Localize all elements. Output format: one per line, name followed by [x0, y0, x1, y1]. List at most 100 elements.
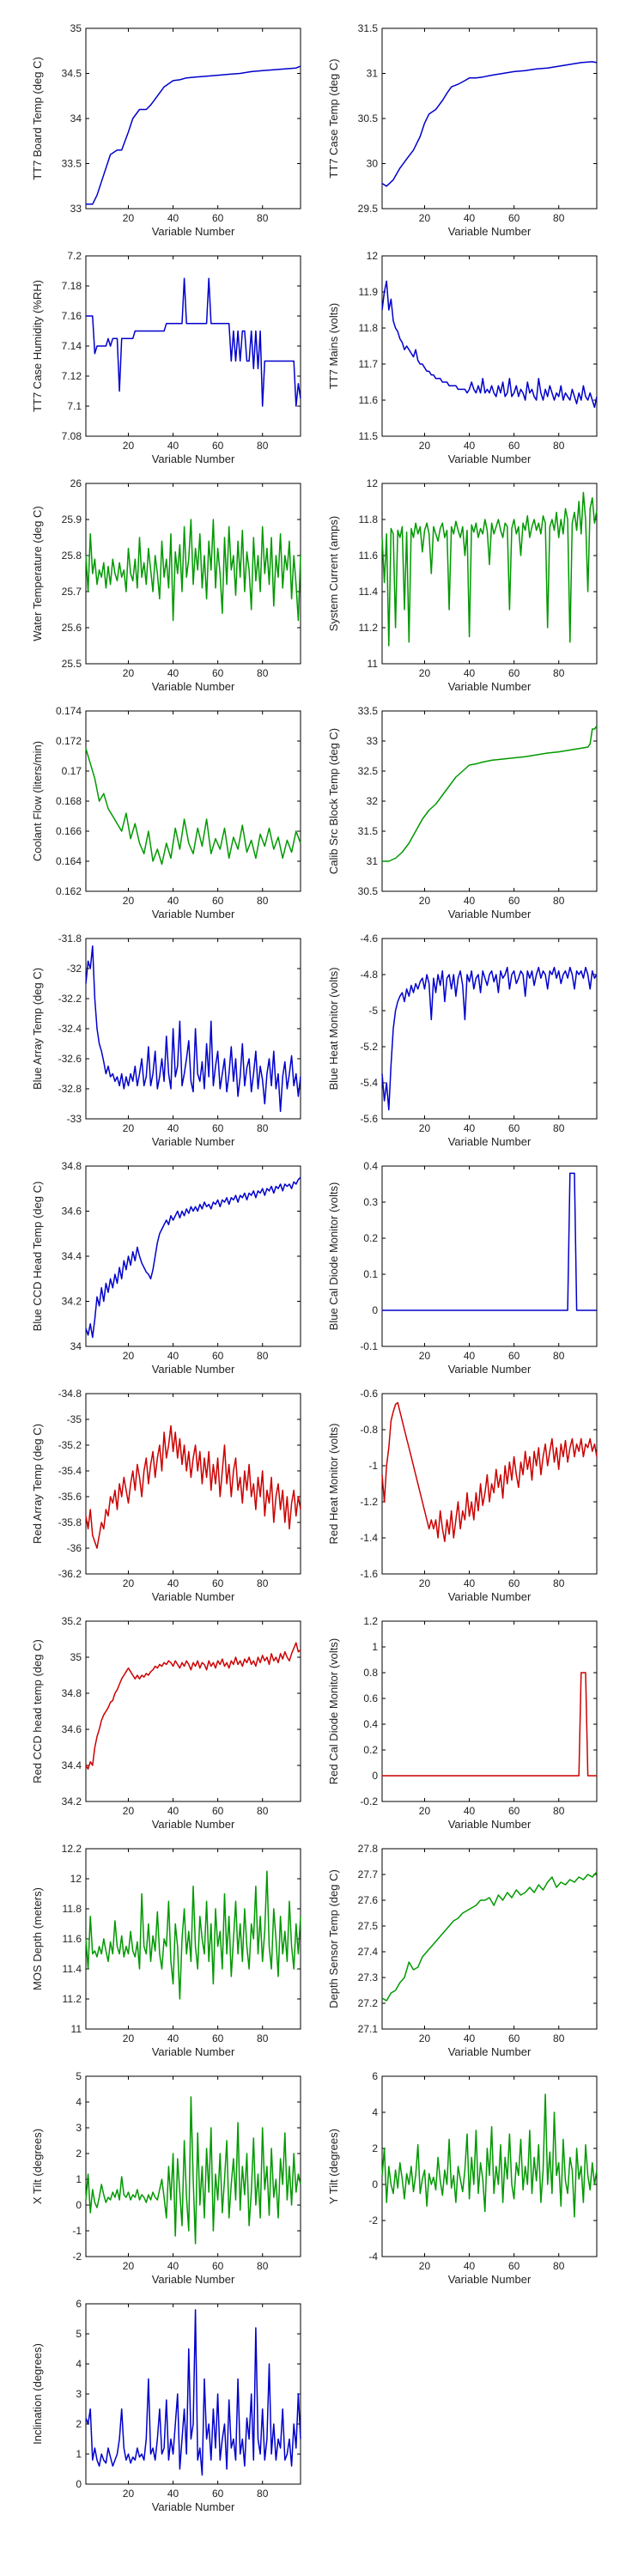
y-tick-label: 0.166 — [56, 825, 82, 837]
series-line — [85, 945, 301, 1113]
x-tick-label: 20 — [123, 212, 135, 224]
y-tick-label: 30.5 — [358, 885, 379, 897]
x-tick-label: 60 — [508, 667, 520, 679]
x-tick-label: 80 — [257, 440, 269, 452]
x-axis-label: Variable Number — [152, 1363, 235, 1376]
y-tick-label: 33.5 — [358, 705, 379, 717]
x-tick-label: 80 — [257, 2488, 269, 2500]
y-tick-label: 12 — [70, 1873, 82, 1885]
y-tick-label: -4.8 — [360, 969, 378, 981]
y-tick-label: 12 — [367, 250, 379, 262]
x-tick-label: 20 — [419, 1577, 431, 1589]
y-axis-label: Coolant Flow (liters/min) — [31, 741, 44, 861]
y-axis-label: Blue Cal Diode Monitor (volts) — [327, 1182, 340, 1331]
plot-frame — [85, 1393, 301, 1575]
plot-frame — [381, 1848, 598, 2030]
x-tick-label: 20 — [123, 1122, 135, 1134]
y-tick-label: 11.5 — [359, 430, 379, 442]
x-tick-label: 80 — [553, 895, 565, 907]
y-tick-label: 11.4 — [63, 1963, 82, 1975]
x-axis-label: Variable Number — [152, 908, 235, 920]
plot-frame — [85, 27, 301, 210]
y-tick-label: 26 — [70, 477, 82, 489]
x-tick-label: 40 — [464, 1805, 476, 1817]
plot-frame — [381, 27, 598, 210]
y-tick-label: 34.2 — [62, 1296, 82, 1308]
y-tick-label: 27.7 — [358, 1868, 379, 1880]
y-tick-label: -36.2 — [58, 1568, 82, 1580]
x-tick-label: 40 — [464, 2260, 476, 2272]
y-tick-label: 32 — [367, 795, 379, 807]
x-tick-label: 20 — [419, 1805, 431, 1817]
y-axis-label: Blue Array Temp (deg C) — [31, 968, 44, 1090]
x-tick-label: 80 — [257, 1350, 269, 1362]
plot-frame — [381, 1165, 598, 1347]
x-tick-label: 20 — [419, 2260, 431, 2272]
x-tick-label: 80 — [553, 1577, 565, 1589]
y-tick-label: -32.4 — [58, 1023, 82, 1035]
y-tick-label: -35.6 — [58, 1491, 82, 1503]
x-axis-label: Variable Number — [448, 1135, 532, 1148]
y-tick-label: -35.2 — [58, 1439, 82, 1451]
series-line — [85, 1176, 301, 1339]
y-tick-label: 0.1 — [363, 1268, 378, 1280]
y-tick-label: 0.164 — [56, 855, 82, 867]
y-tick-label: 1 — [76, 2448, 82, 2460]
series-line — [86, 65, 301, 205]
y-tick-label: -32.6 — [58, 1053, 82, 1065]
chart-panel-3: 20 40 60 80 7.08 7.1 7.12 7.14 7.16 7.18 7.2 Variab… — [31, 250, 301, 465]
y-tick-label: 34.5 — [62, 68, 82, 80]
x-tick-label: 40 — [464, 1122, 476, 1134]
y-tick-label: 25.8 — [62, 550, 82, 562]
y-tick-label: 25.5 — [62, 658, 82, 670]
y-tick-label: 29.5 — [358, 203, 379, 215]
x-axis-label: Variable Number — [152, 1590, 235, 1603]
y-tick-label: 11.9 — [359, 286, 379, 298]
y-tick-label: 27.2 — [358, 1997, 379, 2009]
x-axis-label: Variable Number — [448, 680, 532, 693]
y-tick-label: -4 — [368, 2251, 378, 2263]
x-tick-label: 80 — [553, 1122, 565, 1134]
chart-panel-10: 20 40 60 80 -5.6 -5.4 -5.2 -5 -4.8 -4.6 Variable N… — [327, 933, 598, 1148]
y-tick-label: 25.7 — [62, 586, 82, 598]
x-tick-label: 20 — [419, 2032, 431, 2044]
x-tick-label: 40 — [167, 2260, 179, 2272]
x-tick-label: 60 — [212, 895, 224, 907]
x-tick-label: 80 — [257, 1122, 269, 1134]
chart-panel-19: 20 40 60 80 -2 -1 0 1 2 3 4 5 Variable Number X Tilt … — [31, 2070, 301, 2286]
y-tick-label: -33 — [67, 1113, 82, 1125]
y-tick-label: 2 — [76, 2148, 82, 2160]
x-axis-label: Variable Number — [152, 1135, 235, 1148]
y-tick-label: -32 — [67, 963, 82, 975]
y-axis-label: Calib Src Block Temp (deg C) — [327, 728, 340, 874]
x-tick-label: 40 — [464, 895, 476, 907]
y-tick-label: 11.8 — [359, 513, 379, 526]
y-tick-label: 0.4 — [363, 1718, 378, 1730]
y-tick-label: -5.6 — [360, 1113, 378, 1125]
y-tick-label: 1 — [372, 1641, 378, 1653]
x-tick-label: 20 — [419, 440, 431, 452]
y-tick-label: 0.6 — [363, 1692, 378, 1704]
y-tick-label: 5 — [76, 2328, 82, 2340]
x-tick-label: 20 — [123, 2260, 135, 2272]
x-axis-label: Variable Number — [152, 2500, 235, 2513]
y-axis-label: Blue CCD Head Temp (deg C) — [31, 1182, 44, 1332]
y-tick-label: -1 — [72, 2225, 82, 2237]
y-tick-label: 33 — [70, 203, 82, 215]
chart-panel-9: 20 40 60 80 -33 -32.8 -32.6 -32.4 -32.2 -32 -31.8 V… — [31, 933, 301, 1148]
y-tick-label: 11.7 — [359, 358, 379, 370]
y-tick-label: 1 — [76, 2173, 82, 2185]
y-tick-label: 7.16 — [62, 310, 82, 322]
y-tick-label: 34.6 — [62, 1206, 82, 1218]
y-tick-label: 6 — [76, 2298, 82, 2310]
x-tick-label: 40 — [167, 440, 179, 452]
x-tick-label: 60 — [212, 1350, 224, 1362]
x-tick-label: 60 — [508, 1805, 520, 1817]
y-axis-label: TT7 Case Temp (deg C) — [327, 58, 340, 178]
y-axis-label: System Current (amps) — [327, 516, 340, 631]
x-tick-label: 80 — [257, 2032, 269, 2044]
x-tick-label: 60 — [212, 2488, 224, 2500]
x-axis-label: Variable Number — [448, 908, 532, 920]
y-tick-label: 35 — [70, 22, 82, 34]
y-tick-label: 30.5 — [358, 112, 379, 125]
